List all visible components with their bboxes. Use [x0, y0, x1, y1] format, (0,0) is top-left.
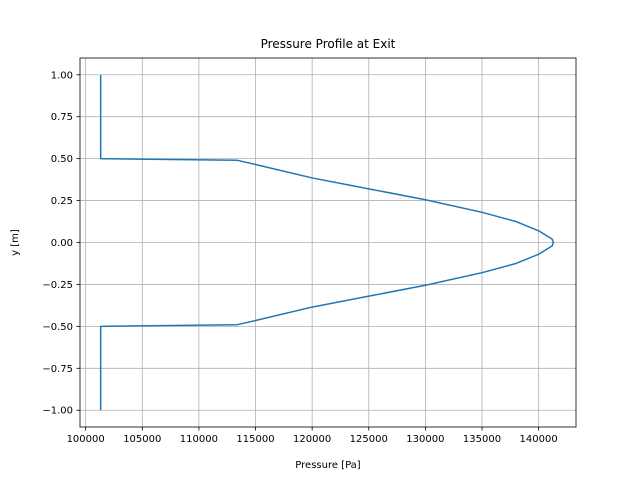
y-tick-label: 0.00	[51, 238, 73, 249]
series-layer	[99, 74, 555, 411]
x-tick-label: 140000	[520, 434, 558, 445]
x-tick-label: 105000	[123, 434, 161, 445]
y-tick-label: −1.00	[42, 406, 73, 417]
y-tick-label: 0.50	[51, 154, 73, 165]
x-tick-label: 130000	[406, 434, 444, 445]
grid-lines	[80, 58, 576, 427]
pressure-series-line	[99, 74, 555, 411]
chart-title: Pressure Profile at Exit	[261, 37, 396, 51]
y-tick-label: 0.25	[51, 196, 73, 207]
y-axis-title: y [m]	[10, 229, 21, 256]
x-tick-label: 115000	[236, 434, 274, 445]
x-axis-title: Pressure [Pa]	[295, 460, 360, 471]
y-tick-label: −0.25	[42, 280, 73, 291]
y-tick-label: −0.50	[42, 322, 73, 333]
x-tick-label: 110000	[180, 434, 218, 445]
y-tick-label: 1.00	[51, 70, 73, 81]
x-tick-label: 100000	[67, 434, 105, 445]
y-tick-label: −0.75	[42, 364, 73, 375]
x-tick-label: 120000	[293, 434, 331, 445]
x-tick-label: 125000	[350, 434, 388, 445]
y-tick-label: 0.75	[51, 112, 73, 123]
x-tick-label: 135000	[463, 434, 501, 445]
tick-layer: 100000 105000 110000 115000 120000 125000 1300…	[42, 70, 557, 445]
